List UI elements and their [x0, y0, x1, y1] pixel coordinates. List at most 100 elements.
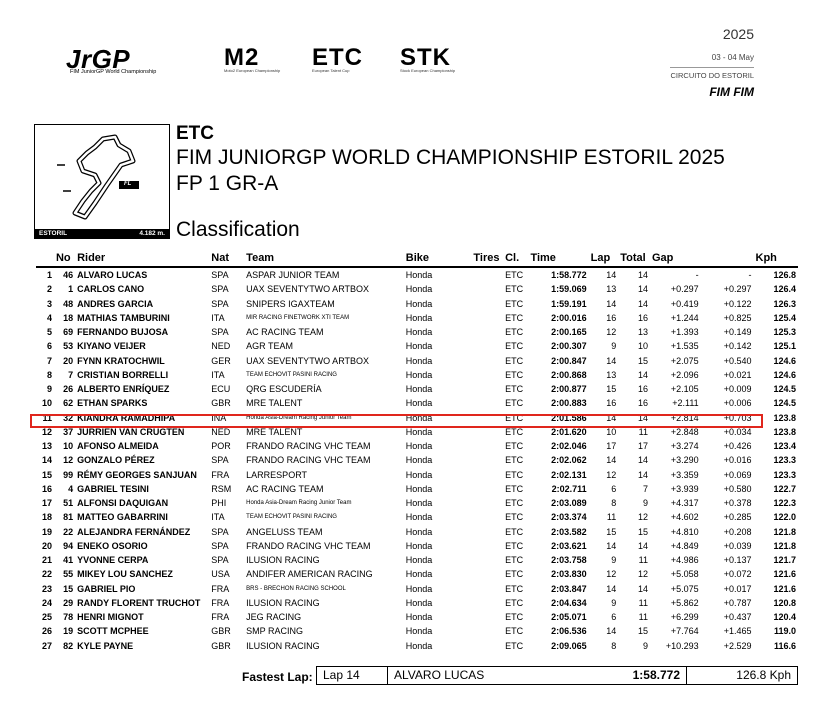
- table-body: 1 46 ALVARO LUCAS SPA ASPAR JUNIOR TEAM Honda…: [36, 267, 798, 653]
- cell-kph: 123.8: [773, 426, 796, 437]
- cell-gap2: +0.825: [723, 312, 752, 323]
- cell-no: 99: [63, 469, 74, 480]
- table-row: 21 41 YVONNE CERPA SPA ILUSION RACING Honda ET…: [36, 553, 798, 567]
- cell-no: 41: [63, 555, 74, 566]
- cell-no: 15: [63, 583, 74, 594]
- cell-time: 2:01.586: [551, 412, 587, 423]
- cell-gap2: +0.009: [723, 384, 752, 395]
- cell-rider: KIYANO VEIJER: [77, 341, 146, 352]
- cell-tires: [471, 525, 503, 539]
- cell-lap: 12: [606, 469, 617, 480]
- cell-lap: 15: [606, 526, 617, 537]
- cell-tires: [471, 311, 503, 325]
- fastest-lap-lap: Lap 14: [316, 666, 388, 685]
- cell-team: QRG ESCUDERÍA: [246, 384, 322, 395]
- cell-team: TEAM ECHOVIT PASINI RACING: [246, 514, 337, 521]
- cell-cl: ETC: [505, 284, 524, 295]
- cell-pos: 14: [41, 455, 52, 466]
- cell-kph: 125.1: [773, 341, 796, 352]
- cell-rider: GONZALO PÉREZ: [77, 455, 155, 466]
- cell-pos: 11: [42, 412, 52, 423]
- cell-bike: Honda: [405, 555, 433, 566]
- cell-gap1: +2.848: [670, 426, 699, 437]
- cell-nat: USA: [211, 569, 230, 580]
- cell-cl: ETC: [505, 569, 524, 580]
- col-team: Team: [244, 250, 404, 268]
- cell-tires: [471, 439, 503, 453]
- cell-lap: 16: [606, 398, 617, 409]
- cell-no: 20: [63, 355, 74, 366]
- jrgp-logo: JrGP: [66, 44, 131, 74]
- cell-nat: NED: [211, 341, 231, 352]
- table-row: 4 18 MATHIAS TAMBURINI ITA MIR RACING FINETW…: [36, 311, 798, 325]
- cell-tires: [471, 453, 503, 467]
- cell-gap2: +0.072: [723, 569, 752, 580]
- cell-team: MRE TALENT: [246, 426, 303, 437]
- series-title: ETC: [176, 123, 214, 144]
- cell-tires: [471, 596, 503, 610]
- cell-total: 17: [637, 441, 648, 452]
- cell-tires: [471, 553, 503, 567]
- cell-gap1: +4.602: [670, 512, 699, 523]
- cell-rider: YVONNE CERPA: [77, 555, 149, 566]
- cell-tires: [471, 339, 503, 353]
- cell-tires: [471, 468, 503, 482]
- cell-kph: 120.4: [773, 612, 796, 623]
- cell-gap2: +0.017: [723, 583, 752, 594]
- cell-cl: ETC: [505, 626, 524, 637]
- cell-total: 11: [638, 597, 648, 608]
- cell-lap: 10: [606, 426, 617, 437]
- cell-kph: 122.7: [773, 483, 796, 494]
- cell-bike: Honda: [405, 512, 433, 523]
- cell-bike: Honda: [405, 498, 433, 509]
- cell-gap1: +5.862: [670, 597, 699, 608]
- col-pos: [36, 250, 54, 268]
- col-rider: Rider: [75, 250, 210, 268]
- cell-no: 12: [63, 455, 74, 466]
- cell-tires: [471, 267, 503, 282]
- cell-gap1: +0.297: [670, 284, 699, 295]
- cell-cl: ETC: [505, 426, 524, 437]
- cell-time: 2:03.758: [551, 555, 587, 566]
- cell-pos: 24: [41, 597, 52, 608]
- cell-rider: CARLOS CANO: [77, 284, 145, 295]
- cell-gap2: +2.529: [723, 640, 752, 651]
- cell-cl: ETC: [505, 512, 524, 523]
- cell-kph: 123.8: [773, 412, 796, 423]
- col-lap: Lap: [588, 250, 619, 268]
- cell-gap2: +0.540: [723, 355, 752, 366]
- cell-team: AGR TEAM: [246, 341, 294, 352]
- cell-rider: KYLE PAYNE: [77, 640, 134, 651]
- classification-title: Classification: [176, 218, 300, 241]
- cell-nat: GBR: [211, 640, 231, 651]
- cell-lap: 9: [611, 341, 617, 352]
- cell-time: 2:03.621: [551, 540, 587, 551]
- cell-total: 15: [637, 626, 648, 637]
- cell-tires: [471, 482, 503, 496]
- cell-kph: 124.5: [773, 398, 796, 409]
- cell-team: UAX SEVENTYTWO ARTBOX: [246, 284, 370, 295]
- cell-rider: ANDRES GARCIA: [77, 298, 154, 309]
- cell-cl: ETC: [505, 483, 524, 494]
- cell-gap1: +2.111: [672, 398, 699, 409]
- cell-no: 94: [63, 540, 74, 551]
- cell-gap2: +0.149: [723, 327, 752, 338]
- table-row: 6 53 KIYANO VEIJER NED AGR TEAM Honda ETC 2:00.…: [36, 339, 798, 353]
- cell-nat: SPA: [211, 555, 229, 566]
- cell-cl: ETC: [505, 597, 524, 608]
- cell-bike: Honda: [405, 626, 433, 637]
- table-row: 22 55 MIKEY LOU SANCHEZ USA ANDIFER AMERICAN…: [36, 567, 798, 581]
- cell-rider: CRISTIAN BORRELLI: [77, 369, 169, 380]
- cell-rider: SCOTT MCPHEE: [77, 626, 149, 637]
- cell-tires: [471, 582, 503, 596]
- cell-cl: ETC: [505, 555, 524, 566]
- cell-lap: 14: [606, 298, 617, 309]
- cell-tires: [471, 624, 503, 638]
- cell-lap: 12: [606, 569, 617, 580]
- cell-total: 12: [637, 569, 648, 580]
- etc-logo: ETC: [312, 44, 363, 71]
- cell-pos: 4: [46, 312, 52, 323]
- cell-gap2: +0.378: [723, 498, 752, 509]
- track-info-bar: ESTORIL 4.182 m.: [35, 229, 169, 239]
- cell-pos: 7: [46, 355, 52, 366]
